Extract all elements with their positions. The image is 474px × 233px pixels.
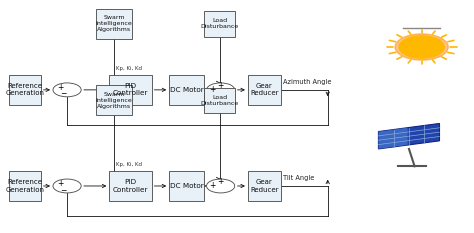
Text: Reference
Generation: Reference Generation <box>5 83 44 96</box>
Polygon shape <box>378 128 408 149</box>
FancyBboxPatch shape <box>109 75 152 105</box>
Text: −: − <box>60 186 66 195</box>
Text: Gear
Reducer: Gear Reducer <box>250 179 279 193</box>
Text: +: + <box>218 177 224 186</box>
Text: +: + <box>218 81 224 90</box>
Circle shape <box>207 83 235 97</box>
FancyBboxPatch shape <box>96 85 132 115</box>
Text: PID
Controller: PID Controller <box>113 83 148 96</box>
Text: Load
Disturbance: Load Disturbance <box>201 95 239 106</box>
Circle shape <box>399 36 444 58</box>
Text: DC Motor: DC Motor <box>170 87 204 93</box>
Text: Reference
Generation: Reference Generation <box>5 179 44 193</box>
Text: Load
Disturbance: Load Disturbance <box>201 18 239 29</box>
Polygon shape <box>378 123 439 149</box>
FancyBboxPatch shape <box>204 11 235 37</box>
Text: +: + <box>210 182 216 191</box>
Circle shape <box>395 34 448 60</box>
Text: Azimuth Angle: Azimuth Angle <box>283 79 332 85</box>
FancyBboxPatch shape <box>204 88 235 113</box>
FancyBboxPatch shape <box>248 171 281 201</box>
FancyBboxPatch shape <box>169 75 204 105</box>
FancyBboxPatch shape <box>109 171 152 201</box>
Circle shape <box>53 179 81 193</box>
Text: Swarm
Intelligence
Algorithms: Swarm Intelligence Algorithms <box>96 92 132 109</box>
Text: +: + <box>57 83 64 92</box>
Text: Kp, Ki, Kd: Kp, Ki, Kd <box>116 66 142 71</box>
Circle shape <box>53 83 81 97</box>
Text: Swarm
Intelligence
Algorithms: Swarm Intelligence Algorithms <box>96 15 132 32</box>
Text: Gear
Reducer: Gear Reducer <box>250 83 279 96</box>
FancyBboxPatch shape <box>169 171 204 201</box>
Text: Kp, Ki, Kd: Kp, Ki, Kd <box>116 162 142 167</box>
FancyBboxPatch shape <box>9 171 41 201</box>
Text: Tilt Angle: Tilt Angle <box>283 175 314 181</box>
FancyBboxPatch shape <box>248 75 281 105</box>
Text: −: − <box>60 89 66 99</box>
Text: +: + <box>210 85 216 94</box>
Text: DC Motor: DC Motor <box>170 183 204 189</box>
FancyBboxPatch shape <box>96 9 132 39</box>
FancyBboxPatch shape <box>9 75 41 105</box>
Text: +: + <box>57 179 64 188</box>
Text: PID
Controller: PID Controller <box>113 179 148 193</box>
Circle shape <box>207 179 235 193</box>
